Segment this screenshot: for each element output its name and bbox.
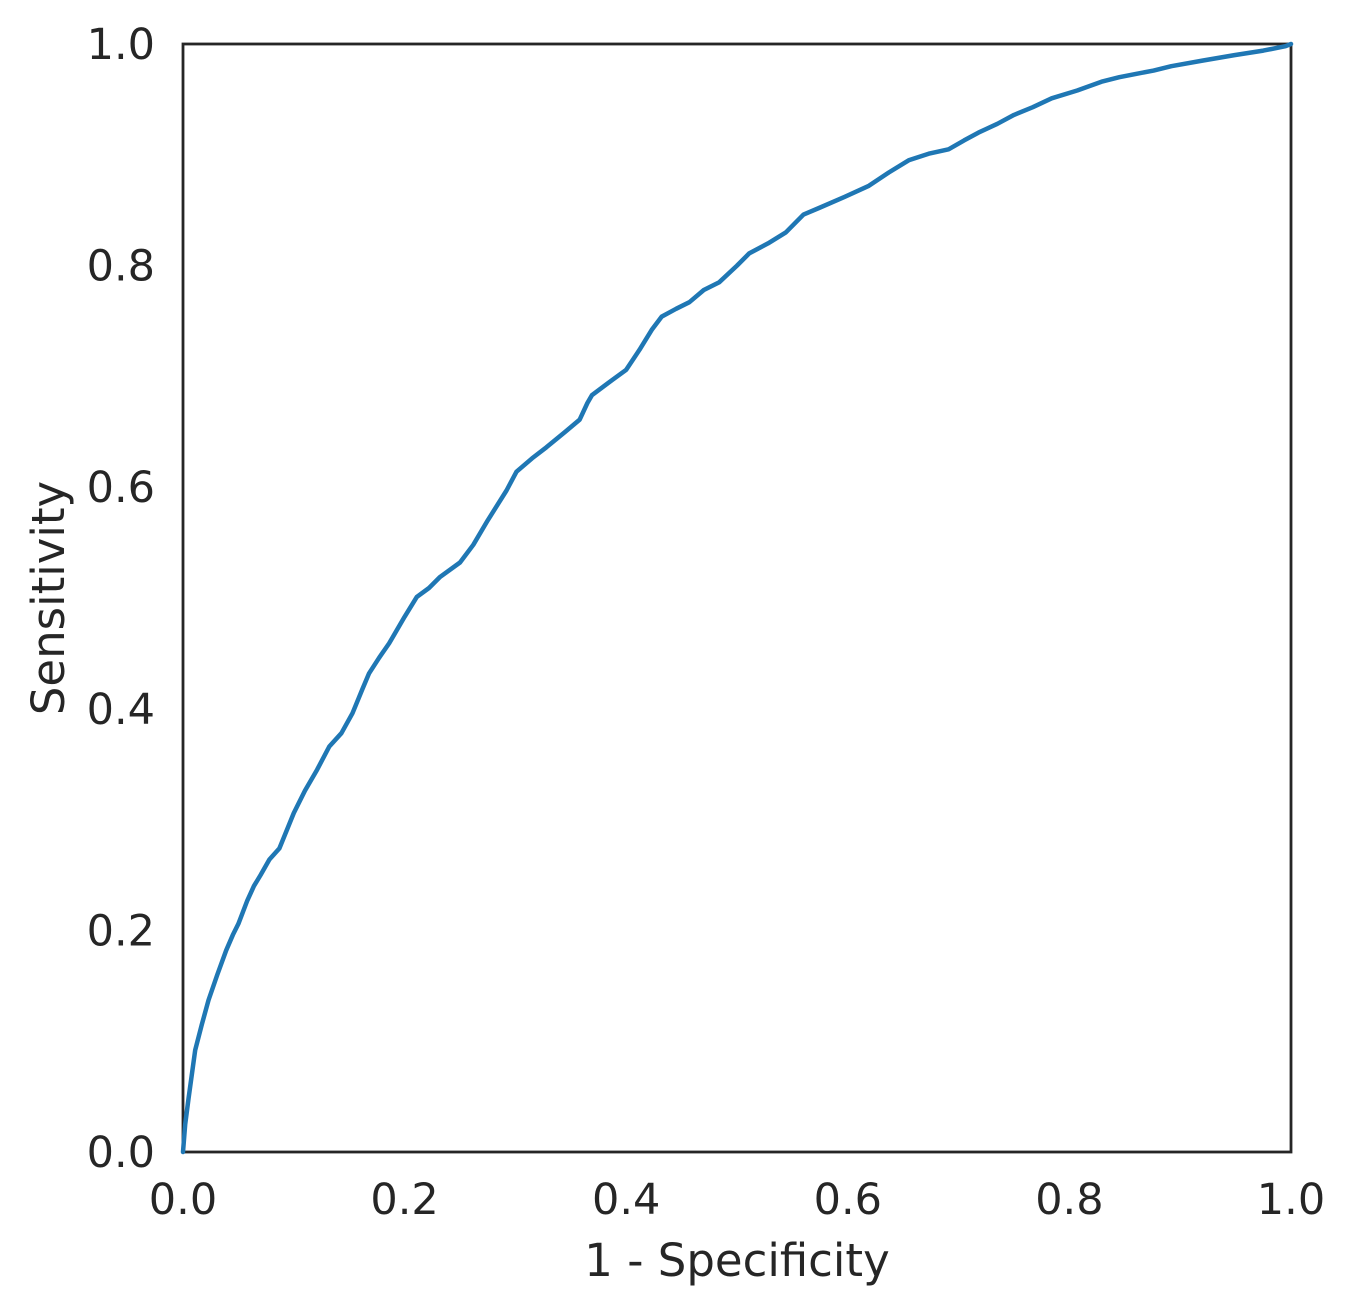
y-tick-label: 0.0 xyxy=(87,1128,155,1178)
plot-border xyxy=(181,42,1293,1154)
x-tick-label: 0.0 xyxy=(149,1175,217,1225)
y-tick-label: 0.4 xyxy=(87,685,155,735)
roc-curve-line xyxy=(180,41,1294,1155)
x-tick-label: 0.2 xyxy=(370,1175,438,1225)
x-tick-label: 1.0 xyxy=(1257,1175,1325,1225)
x-axis-label: 1 - Specificity xyxy=(584,1234,889,1287)
y-tick-label: 0.2 xyxy=(87,906,155,956)
y-tick-labels: 0.0 0.2 0.4 0.6 0.8 1.0 xyxy=(87,20,155,1178)
x-tick-label: 0.4 xyxy=(592,1175,660,1225)
x-tick-label: 0.6 xyxy=(814,1175,882,1225)
y-tick-label: 1.0 xyxy=(87,20,155,70)
y-axis-label: Sensitivity xyxy=(22,481,75,715)
x-tick-label: 0.8 xyxy=(1035,1175,1103,1225)
y-tick-label: 0.8 xyxy=(87,242,155,292)
y-tick-label: 0.6 xyxy=(87,463,155,513)
x-tick-labels: 0.0 0.2 0.4 0.6 0.8 1.0 xyxy=(149,1175,1325,1225)
